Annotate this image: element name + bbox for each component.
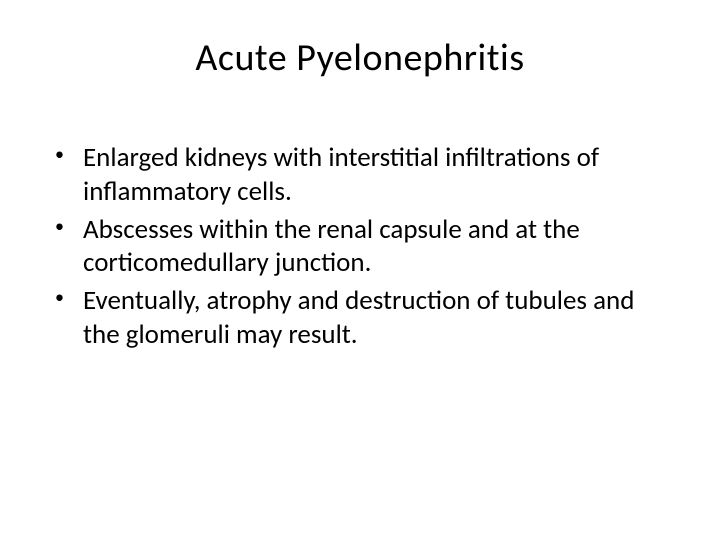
bullet-text: Enlarged kidneys with interstitial infil…: [83, 141, 670, 209]
list-item: • Eventually, atrophy and destruction of…: [55, 284, 670, 352]
list-item: • Enlarged kidneys with interstitial inf…: [55, 141, 670, 209]
bullet-text: Eventually, atrophy and destruction of t…: [83, 284, 670, 352]
bullet-icon: •: [55, 213, 83, 238]
slide-content: • Enlarged kidneys with interstitial inf…: [50, 141, 670, 352]
bullet-icon: •: [55, 141, 83, 166]
slide-title: Acute Pyelonephritis: [50, 35, 670, 81]
list-item: • Abscesses within the renal capsule and…: [55, 213, 670, 281]
slide-container: Acute Pyelonephritis • Enlarged kidneys …: [0, 0, 720, 540]
bullet-icon: •: [55, 284, 83, 309]
bullet-text: Abscesses within the renal capsule and a…: [83, 213, 670, 281]
